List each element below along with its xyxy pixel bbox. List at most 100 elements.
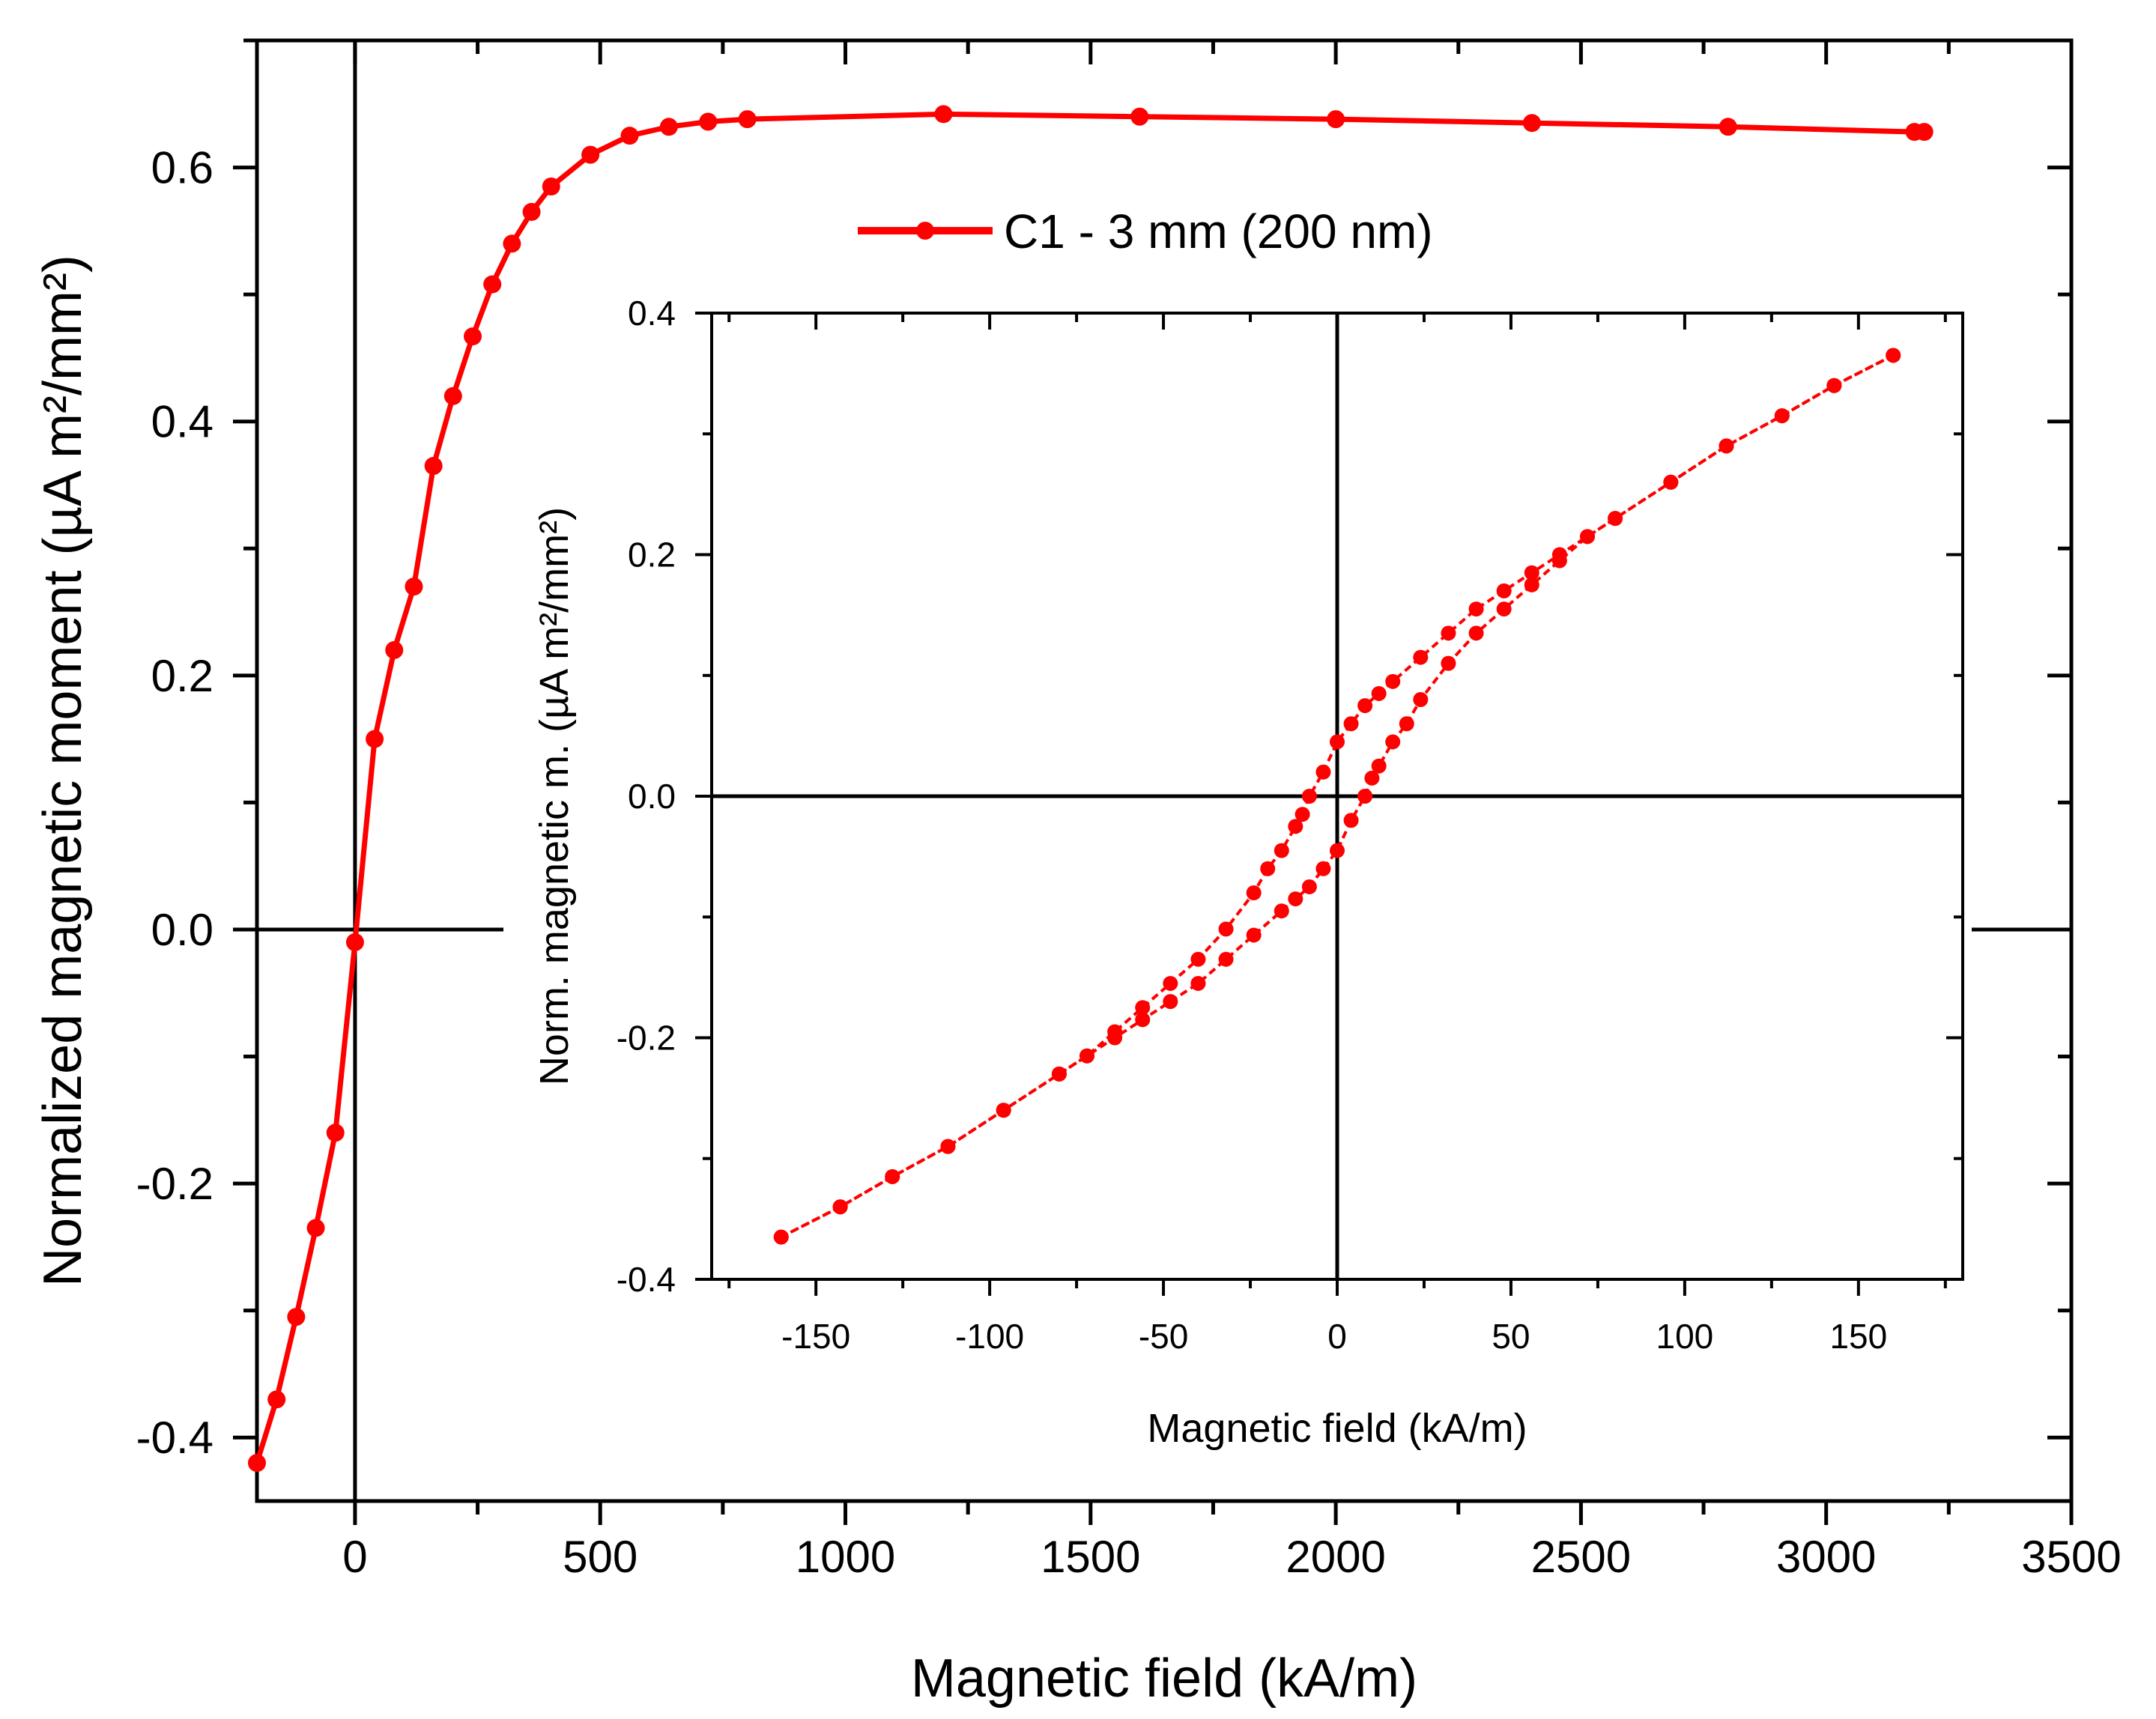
inset-axis-ticks xyxy=(695,312,1963,1296)
main-x-tick-label: 500 xyxy=(563,1532,638,1582)
main-y-tick-label: 0.4 xyxy=(151,397,214,447)
main-data-point xyxy=(620,127,639,145)
inset-data-point xyxy=(1301,879,1317,894)
inset-data-point xyxy=(1315,764,1331,780)
inset-data-point xyxy=(996,1103,1011,1118)
inset-data-point xyxy=(1135,1000,1151,1016)
main-data-point xyxy=(738,110,757,129)
inset-x-tick-label: -100 xyxy=(955,1317,1024,1356)
inset-series xyxy=(773,348,1901,1245)
inset-y-tick-labels: -0.4 -0.2 0.0 0.2 0.4 xyxy=(617,294,676,1299)
main-data-point xyxy=(1915,123,1934,142)
main-y-tick-labels: -0.4 -0.2 0.0 0.2 0.4 0.6 xyxy=(136,143,214,1464)
main-data-point xyxy=(306,1219,325,1237)
inset-data-point xyxy=(1135,1012,1151,1028)
main-data-point xyxy=(581,145,600,164)
inset-data-point xyxy=(1774,408,1790,424)
main-y-axis-label: Normalized magnetic moment (µA m²/mm²) xyxy=(33,255,93,1287)
inset-data-point xyxy=(885,1168,900,1184)
main-data-point xyxy=(483,275,502,294)
inset-data-point xyxy=(1468,601,1484,617)
main-plot-frame xyxy=(255,38,2074,1503)
inset-x-tick-label: 100 xyxy=(1656,1317,1714,1356)
inset-data-point xyxy=(1580,529,1595,545)
inset-y-tick-label: -0.4 xyxy=(617,1260,676,1299)
main-data-point xyxy=(405,577,423,596)
inset-data-point xyxy=(1246,885,1262,900)
main-data-point xyxy=(699,112,718,131)
main-data-point xyxy=(659,118,678,136)
inset-data-point xyxy=(1496,583,1512,598)
legend-marker xyxy=(916,222,934,240)
inset-x-tick-label: 150 xyxy=(1829,1317,1887,1356)
main-data-point xyxy=(366,730,384,748)
main-x-tick-label: 1500 xyxy=(1041,1532,1140,1582)
main-x-tick-label: 0 xyxy=(342,1532,367,1582)
main-data-point xyxy=(248,1454,266,1473)
inset-data-point xyxy=(1496,601,1512,617)
main-x-tick-label: 2500 xyxy=(1531,1532,1631,1582)
main-data-point xyxy=(503,234,521,253)
inset-data-point xyxy=(1288,891,1303,907)
inset-background xyxy=(503,296,1972,1468)
main-y-tick-label: 0.0 xyxy=(151,905,214,955)
inset-y-tick-label: -0.2 xyxy=(617,1019,676,1058)
inset-data-point xyxy=(1371,685,1387,701)
main-data-point xyxy=(287,1308,306,1327)
main-data-point xyxy=(345,933,364,951)
inset-data-point xyxy=(1413,692,1429,707)
inset-chart: -150 -100 -50 0 50 100 150 -0.4 -0.2 0.0 0.2 0.4 M… xyxy=(503,294,1972,1468)
main-y-tick-label: 0.2 xyxy=(151,651,214,701)
inset-data-point xyxy=(773,1229,789,1245)
inset-data-point xyxy=(1441,655,1456,671)
inset-data-point xyxy=(1343,716,1359,732)
inset-data-point xyxy=(1274,903,1289,919)
inset-x-tick-label: 50 xyxy=(1492,1317,1530,1356)
inset-data-point xyxy=(1051,1066,1067,1082)
main-y-tick-label: -0.2 xyxy=(136,1159,214,1209)
inset-data-point xyxy=(1468,625,1484,641)
inset-data-point xyxy=(1826,378,1842,393)
main-series-line-0 xyxy=(254,111,1925,1464)
main-y-tick-label: 0.6 xyxy=(151,143,214,193)
main-x-tick-label: 1000 xyxy=(796,1532,895,1582)
inset-y-tick-label: 0.0 xyxy=(628,777,676,816)
inset-data-point xyxy=(1107,1030,1123,1046)
main-data-point xyxy=(542,178,560,195)
inset-data-point xyxy=(1288,819,1303,834)
main-data-point xyxy=(424,457,443,476)
inset-data-point xyxy=(1343,813,1359,828)
main-y-tick-label: -0.4 xyxy=(136,1413,214,1463)
inset-data-point xyxy=(1330,843,1345,858)
inset-y-axis-label: Norm. magnetic m. (µA m²/mm²) xyxy=(532,507,577,1085)
inset-x-tick-label: -50 xyxy=(1139,1317,1188,1356)
inset-data-point xyxy=(1364,770,1380,786)
inset-data-point xyxy=(940,1139,956,1154)
inset-data-point xyxy=(1608,511,1623,527)
inset-data-point xyxy=(1551,553,1567,569)
inset-data-point xyxy=(1399,716,1414,732)
main-data-point xyxy=(385,640,404,659)
main-chart: 0 500 1000 1500 2000 2500 3000 3500 -0.4-0.20.0… xyxy=(33,38,2122,1709)
main-data-point xyxy=(1130,107,1149,126)
inset-data-point xyxy=(1163,994,1178,1010)
legend-label: C1 - 3 mm (200 nm) xyxy=(1004,204,1433,258)
main-x-tick-labels: 0 500 1000 1500 2000 2500 3000 3500 xyxy=(342,1532,2122,1582)
inset-data-point xyxy=(1886,348,1901,363)
inset-data-point xyxy=(1330,734,1345,750)
inset-y-tick-label: 0.4 xyxy=(628,294,676,333)
inset-data-point xyxy=(1246,927,1262,943)
main-data-point xyxy=(443,386,462,405)
main-data-point xyxy=(267,1390,286,1409)
inset-data-point xyxy=(1663,474,1679,490)
inset-data-point xyxy=(1524,565,1539,580)
inset-data-point xyxy=(1190,951,1206,967)
inset-data-point xyxy=(1371,758,1387,774)
main-data-point xyxy=(1327,110,1345,129)
legend: C1 - 3 mm (200 nm) xyxy=(839,186,1558,268)
inset-data-point xyxy=(1190,975,1206,991)
inset-data-point xyxy=(1163,975,1178,991)
inset-data-point xyxy=(1079,1048,1094,1064)
main-x-tick-label: 2000 xyxy=(1286,1532,1385,1582)
inset-x-tick-label: -150 xyxy=(781,1317,850,1356)
